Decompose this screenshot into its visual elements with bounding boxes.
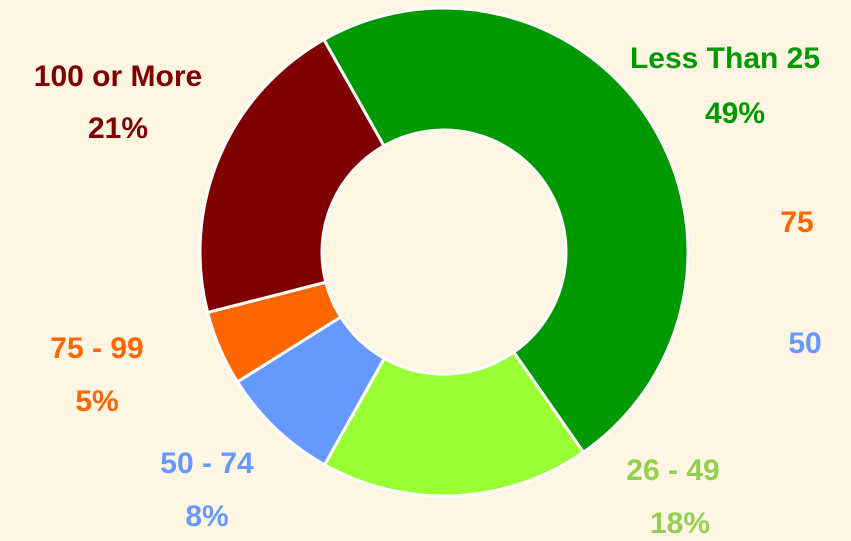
slice-value-label: 49% bbox=[705, 97, 765, 130]
slice-label: 75 - 99 bbox=[50, 332, 143, 365]
slice-label: 50 - 74 bbox=[160, 447, 254, 480]
slice-value-label: 18% bbox=[650, 507, 710, 540]
donut-slice bbox=[198, 37, 386, 315]
slice-label: Less Than 25 bbox=[630, 42, 820, 75]
donut-slice bbox=[322, 350, 586, 498]
slice-value-label: 8% bbox=[185, 500, 228, 533]
clipped-label: 50 bbox=[788, 327, 821, 360]
slice-value-label: 21% bbox=[88, 112, 148, 145]
slice-value-label: 5% bbox=[75, 385, 118, 418]
slice-label: 26 - 49 bbox=[626, 454, 719, 487]
clipped-label: 75 bbox=[780, 206, 813, 239]
slice-label: 100 or More bbox=[34, 60, 202, 93]
donut-slice bbox=[321, 6, 690, 455]
